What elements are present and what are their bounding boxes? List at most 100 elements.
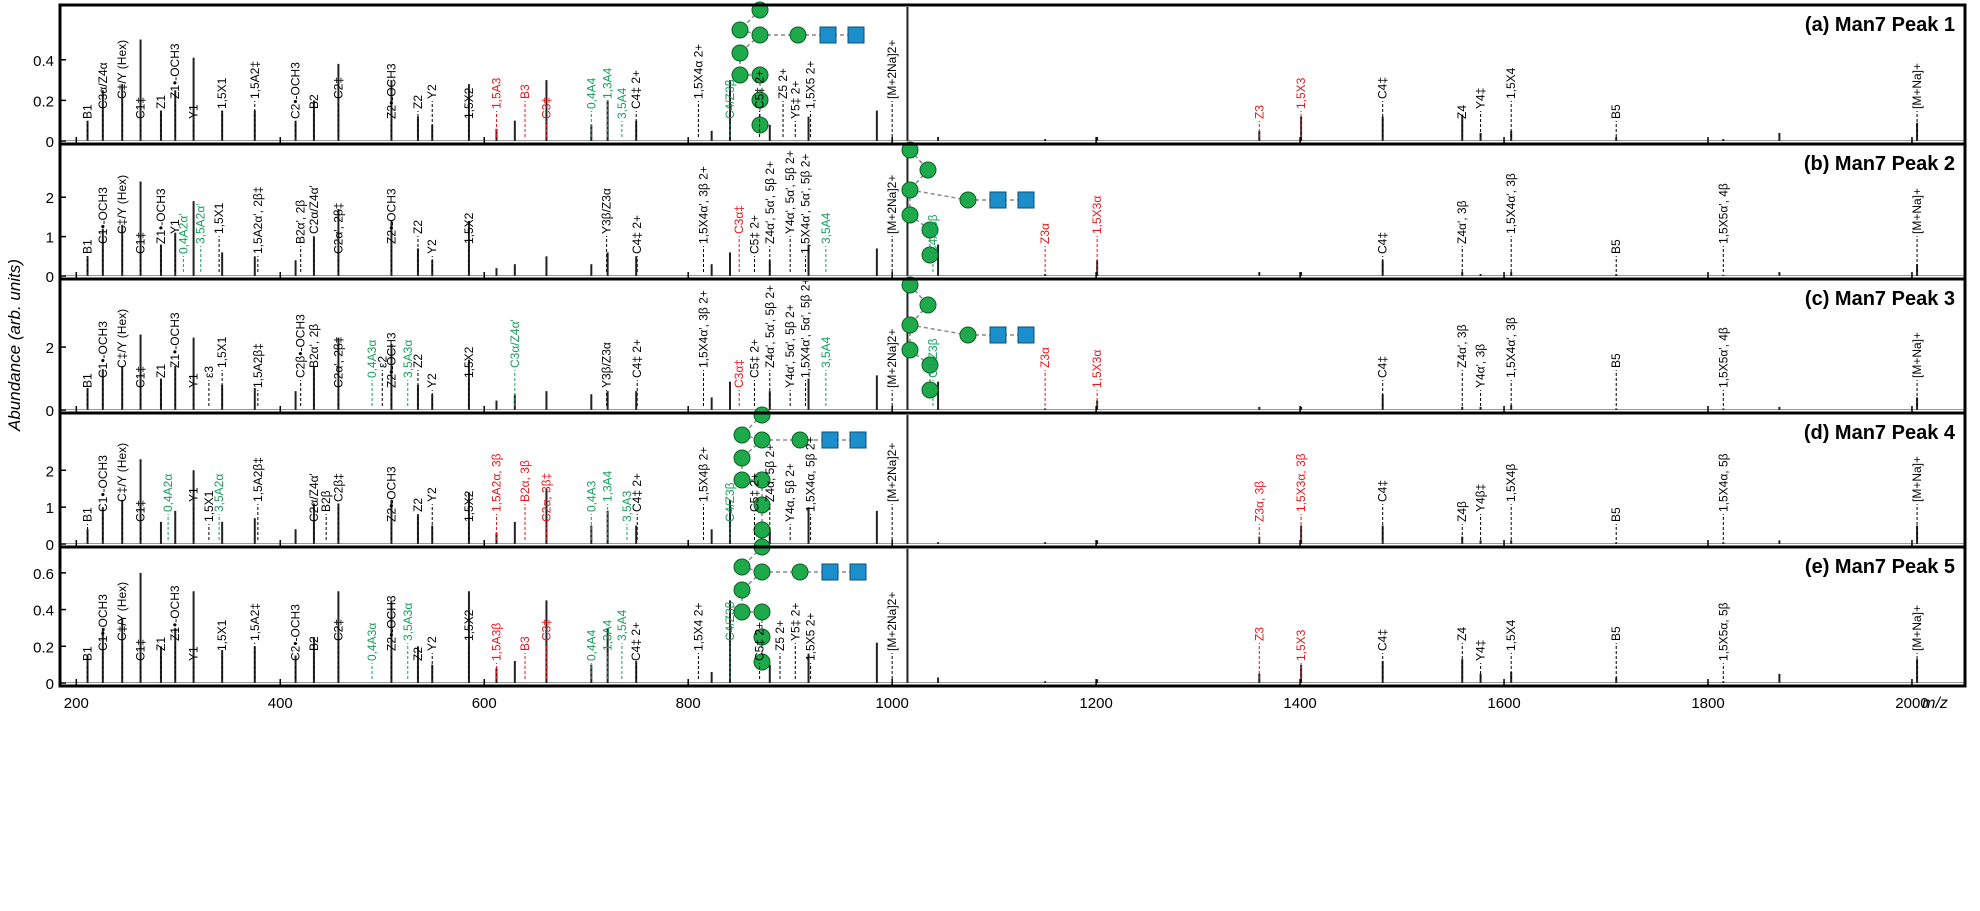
mannose [733,603,751,621]
annotation: C3α/Z4α' [508,319,522,368]
annotation: C2α/Z4α' [307,473,321,522]
x-tick-label: 1400 [1283,695,1316,712]
annotation: Z1•-OCH3 [154,188,168,244]
y-tick-label: 0 [46,134,54,151]
annotation: ε3 [202,366,216,378]
mannose [733,449,751,467]
annotation: 3,5A2α [212,474,226,512]
annotation: 3,5A2α' [194,203,208,244]
annotation: C3α‡ [732,205,746,234]
glcnac [989,191,1007,209]
glcnac [821,563,839,581]
annotation: C4/Z3β [723,601,737,641]
annotation: 1,5X5α', 4β [1716,183,1730,244]
annotation: B3 [518,636,532,651]
annotation: C5‡ 2+ [753,622,767,661]
annotation: Z2•-OCH3 [384,466,398,522]
annotation: 1,3A4 [601,470,615,502]
y-tick-label: 1 [46,500,54,517]
mannose [731,44,749,62]
annotation: 0,4A4 [584,629,598,661]
mannose [921,381,939,399]
y-tick-label: 0 [46,537,54,554]
annotation: 1,5A3β [489,623,503,661]
annotation: Z2 [411,354,425,368]
y-tick-label: 0.2 [33,93,54,110]
annotation: Z2•-OCH3 [384,188,398,244]
annotation: Z4α', 5α', 5β 2+ [763,161,777,244]
annotation: C‡/Y (Hex) [115,309,129,368]
annotation: Y2 [425,636,439,651]
panel-title: (c) Man7 Peak 3 [1805,288,1955,310]
annotation: Y2 [425,373,439,388]
annotation: Z4α', 5α', 5β 2+ [763,285,777,368]
annotation: Z2 [411,95,425,109]
annotation: 0,4A3α [365,623,379,661]
annotation: C2α', 2β‡ [331,203,345,255]
annotation: Z3α [1038,347,1052,368]
glcnac [849,563,867,581]
x-tick-label: 2000 [1895,695,1928,712]
annotation: 1,5X1 [215,77,229,109]
annotation: 3,5A3 [620,490,634,522]
annotation: B2α', 2β [307,324,321,368]
annotation: 1,5A2‡ [248,61,262,99]
annotation: Z1•-OCH3 [168,43,182,99]
annotation: C1‡ [134,639,148,661]
glcnac [1017,326,1035,344]
annotation: ε2 [375,356,389,368]
mannose [901,206,919,224]
y-axis-label: Abundance (arb. units) [5,259,24,432]
annotation: C‡/Y (Hex) [115,40,129,99]
annotation: Z4 [1455,627,1469,641]
annotation: C4/Z3β [926,338,940,378]
y-tick-label: 0 [46,269,54,286]
annotation: 1,5X2 [462,87,476,119]
annotation: 1,5X4β 2+ [696,447,710,502]
y-tick-label: 0.6 [33,566,54,583]
glcnac [821,431,839,449]
annotation: 1,5A2α, 3β [489,453,503,512]
plot-area [60,146,1965,276]
annotation: [M+2Na]2+ [885,329,899,388]
annotation: Y4β‡ [1474,484,1488,512]
annotation: C4‡ 2+ [630,215,644,254]
annotation: B5 [1609,507,1623,522]
mannose [733,558,751,576]
annotation: B1 [81,239,95,254]
mannose [791,563,809,581]
annotation: 3,5A4 [819,212,833,244]
annotation: Z3α [1038,223,1052,244]
mannose [753,603,771,621]
annotation: C2β•-OCH3 [294,314,308,378]
annotation: B2α', 2β [294,200,308,244]
annotation: 1,5X4α 2+ [691,44,705,99]
annotation: C2α', 2β‡ [331,337,345,389]
glcnac [849,431,867,449]
annotation: B1 [81,646,95,661]
mannose [753,563,771,581]
annotation: 0,4A3α [365,340,379,378]
panel-title: (e) Man7 Peak 5 [1805,556,1955,578]
annotation: B1 [81,373,95,388]
annotation: C‡/Y (Hex) [115,175,129,234]
annotation: Z5 2+ [773,620,787,651]
annotation: 1,5X1 [202,490,216,522]
annotation: 1,5X4α, 5β 2+ [804,436,818,512]
y-tick-label: 0.4 [33,603,54,620]
annotation: C4‡ [1376,356,1390,378]
mannose [921,356,939,374]
annotation: C1‡ [134,366,148,388]
annotation: Y2 [425,84,439,99]
annotation: Z2•-OCH3 [384,595,398,651]
annotation: 1,5X5α', 4β [1716,327,1730,388]
y-tick-label: 1 [46,230,54,247]
mannose [959,191,977,209]
annotation: 1,5X5α, 5β [1716,602,1730,661]
panel-frame [58,545,1967,688]
annotation: C2α/Z4α' [307,185,321,234]
annotation: Y1 [168,219,182,234]
